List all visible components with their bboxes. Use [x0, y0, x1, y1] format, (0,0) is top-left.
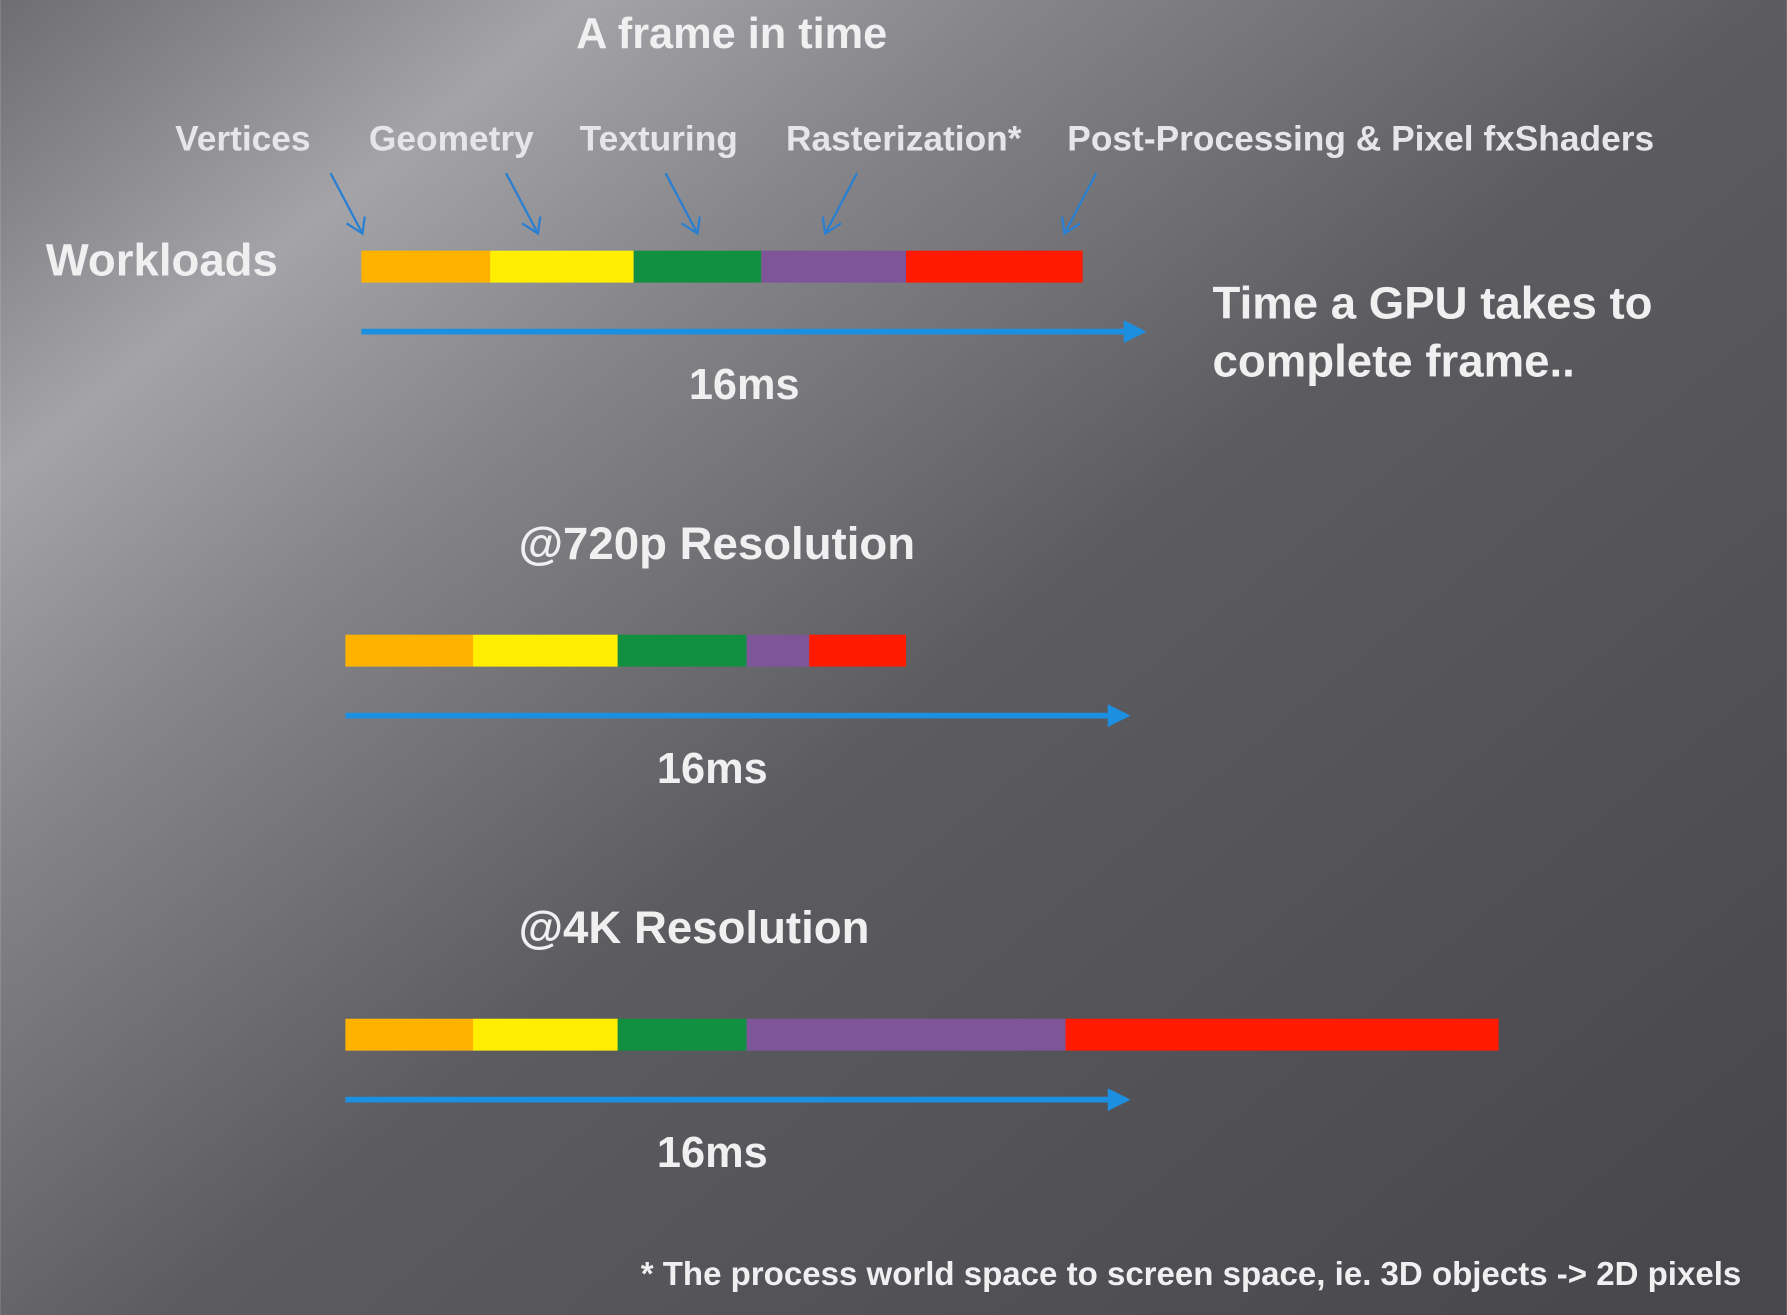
frame-time: 16ms [689, 361, 800, 409]
frame-time: 16ms [657, 745, 768, 793]
stage-segment [633, 250, 762, 283]
stage-label: Geometry [369, 120, 534, 159]
row-label: @4K Resolution [519, 902, 870, 953]
stage-segment [345, 634, 474, 667]
stage-pointers [329, 172, 1098, 236]
stage-segment [761, 250, 907, 283]
stage-label: Vertices [175, 120, 310, 159]
title: A frame in time [576, 10, 887, 58]
stage-segment [906, 250, 1083, 283]
stage-label: Texturing [580, 120, 738, 159]
note-line: complete frame.. [1213, 336, 1575, 387]
stage-label: Post-Processing & Pixel fxShaders [1067, 120, 1654, 159]
frame-time: 16ms [657, 1129, 768, 1177]
stage-segment [490, 250, 634, 283]
stage-segment [473, 634, 618, 667]
stage-segment [617, 1018, 747, 1051]
stage-segment [746, 1018, 1066, 1051]
stage-segment [1065, 1018, 1499, 1051]
workloads-label: Workloads [46, 234, 278, 285]
stage-label: Rasterization* [786, 120, 1022, 159]
stage-segment [345, 1018, 474, 1051]
note-line: Time a GPU takes to [1213, 278, 1653, 329]
stage-segment [361, 250, 491, 283]
footnote: * The process world space to screen spac… [641, 1256, 1742, 1293]
workload-bars [345, 250, 1499, 1051]
row-label: @720p Resolution [519, 518, 915, 569]
stage-segment [473, 1018, 618, 1051]
stage-segment [617, 634, 747, 667]
stage-segment [746, 634, 810, 667]
stage-segment [809, 634, 907, 667]
